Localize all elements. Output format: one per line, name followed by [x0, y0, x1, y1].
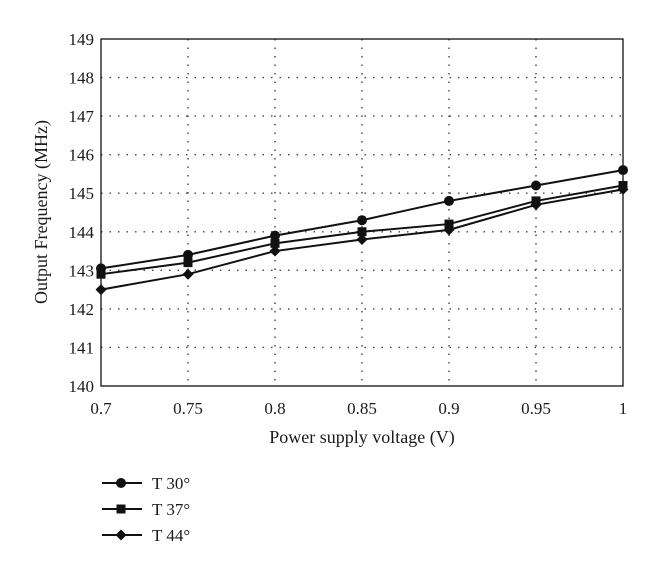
y-tick-label: 145 — [69, 184, 95, 203]
legend-marker-diamond — [115, 529, 127, 541]
series-layer — [95, 165, 629, 296]
legend-label: T 44° — [152, 526, 190, 545]
legend-marker-circle — [116, 478, 126, 488]
x-tick-label: 0.9 — [438, 399, 459, 418]
x-axis-label: Power supply voltage (V) — [269, 427, 454, 448]
data-point-circle — [270, 230, 280, 241]
data-point-diamond — [617, 183, 629, 195]
data-point-diamond — [443, 224, 455, 236]
data-point-diamond — [269, 245, 281, 257]
data-point-diamond — [182, 268, 194, 280]
grid-lines — [101, 39, 623, 386]
data-point-circle — [357, 215, 367, 226]
y-tick-label: 147 — [69, 107, 95, 126]
data-point-square — [444, 219, 454, 229]
y-tick-label: 146 — [69, 146, 95, 165]
data-point-square — [96, 269, 106, 279]
data-point-circle — [444, 195, 454, 206]
data-point-circle — [531, 180, 541, 191]
x-tick-label: 0.7 — [90, 399, 112, 418]
y-axis-label: Output Frequency (MHz) — [31, 120, 52, 304]
x-tick-labels: 0.7 0.75 0.8 0.85 0.9 0.95 1 — [90, 399, 627, 418]
x-tick-label: 1 — [619, 399, 628, 418]
data-point-square — [357, 227, 367, 237]
y-tick-label: 141 — [69, 338, 95, 357]
legend-label: T 30° — [152, 474, 190, 493]
legend-label: T 37° — [152, 500, 190, 519]
y-tick-label: 140 — [69, 377, 95, 396]
legend-item: T 30° — [102, 474, 190, 493]
y-tick-label: 143 — [69, 261, 95, 280]
data-point-diamond — [356, 233, 368, 245]
data-point-square — [183, 258, 193, 268]
y-tick-label: 148 — [69, 69, 95, 88]
x-tick-label: 0.95 — [521, 399, 551, 418]
y-tick-label: 142 — [69, 300, 95, 319]
x-tick-label: 0.75 — [173, 399, 203, 418]
legend-marker-square — [116, 504, 126, 514]
x-tick-label: 0.8 — [264, 399, 285, 418]
y-tick-label: 149 — [69, 30, 95, 49]
series-diamond — [95, 183, 629, 296]
x-tick-label: 0.85 — [347, 399, 377, 418]
legend: T 30° T 37° T 44° — [102, 474, 190, 545]
plot-frame — [100, 38, 624, 387]
data-point-square — [270, 238, 280, 248]
series-square — [96, 181, 628, 279]
series-circle — [96, 165, 628, 274]
y-tick-labels: 140 141 142 143 144 145 146 147 148 149 — [69, 30, 95, 396]
data-point-circle — [183, 249, 193, 260]
data-point-circle — [618, 165, 628, 176]
legend-item: T 37° — [102, 500, 190, 519]
data-point-diamond — [95, 284, 107, 296]
y-tick-label: 144 — [69, 223, 95, 242]
legend-item: T 44° — [102, 526, 190, 545]
data-point-diamond — [530, 199, 542, 211]
